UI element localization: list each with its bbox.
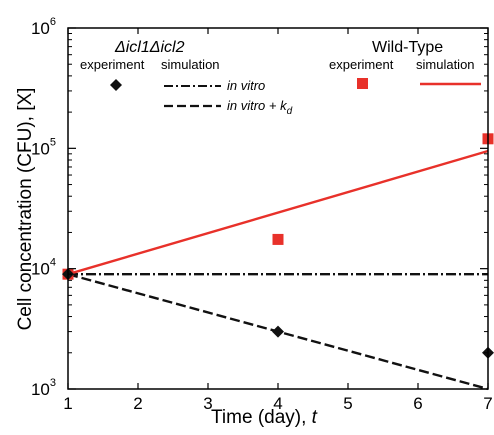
x-axis-label: Time (day), t bbox=[211, 407, 318, 428]
legend-vitro-kd-label: in vitro + kd bbox=[227, 98, 293, 117]
y-tick-label: 103 bbox=[31, 377, 56, 399]
x-tick-label: 3 bbox=[203, 394, 212, 413]
data-point-diamond bbox=[272, 325, 284, 338]
legend-wildtype-title: Wild-Type bbox=[372, 39, 443, 56]
x-tick-label: 4 bbox=[273, 394, 282, 413]
legend-wildtype-experiment-label: experiment bbox=[329, 57, 394, 72]
legend-wildtype-simulation-label: simulation bbox=[416, 57, 475, 72]
series-line-wt-sim bbox=[67, 149, 489, 276]
legend-mutant-experiment-label: experiment bbox=[80, 57, 145, 72]
legend-wildtype-square-marker bbox=[357, 78, 368, 89]
data-point-square bbox=[272, 233, 284, 245]
legend-mutant: Δicl1Δicl2 experiment simulation in vitr… bbox=[80, 39, 293, 117]
legend-mutant-diamond-marker bbox=[110, 79, 122, 91]
legend-vitro-label: in vitro bbox=[227, 78, 265, 93]
x-tick-label: 1 bbox=[63, 394, 72, 413]
legend-mutant-simulation-label: simulation bbox=[161, 57, 220, 72]
y-tick-label: 104 bbox=[31, 257, 56, 279]
x-tick-label: 5 bbox=[343, 394, 352, 413]
x-tick-label: 2 bbox=[133, 394, 142, 413]
chart-marks bbox=[62, 133, 494, 391]
axis-ticks: 1 2 3 4 5 6 7 103 104 105 106 bbox=[31, 16, 493, 413]
y-tick-label: 105 bbox=[31, 136, 56, 158]
x-tick-label: 7 bbox=[483, 394, 492, 413]
legend-mutant-title: Δicl1Δicl2 bbox=[114, 39, 185, 56]
y-axis-label: Cell concentration (CFU), [X] bbox=[15, 88, 36, 331]
y-tick-label: 106 bbox=[31, 16, 56, 38]
x-tick-label: 6 bbox=[413, 394, 422, 413]
legend-wildtype: Wild-Type experiment simulation bbox=[329, 39, 481, 89]
